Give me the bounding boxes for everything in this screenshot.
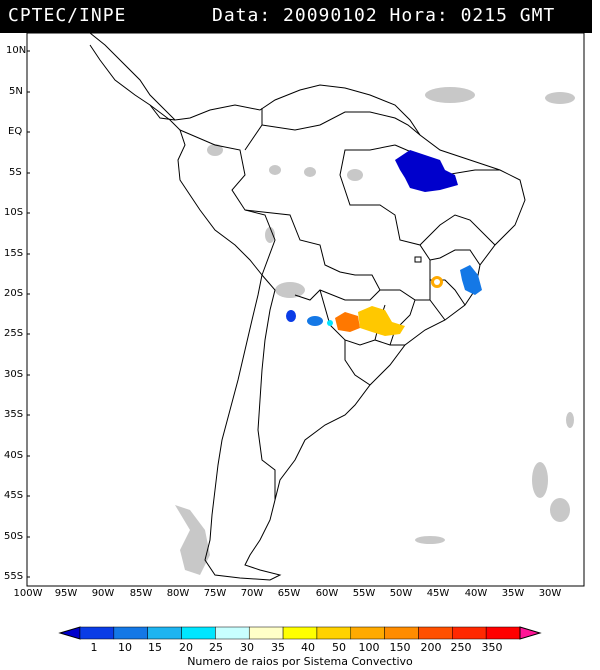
storm-paraguay-parana (358, 306, 405, 336)
lon-label: 55W (352, 588, 376, 599)
storm-argentina-north (286, 310, 296, 322)
lon-label: 95W (54, 588, 78, 599)
colorbar-segment (181, 626, 216, 640)
lon-label: 75W (203, 588, 227, 599)
colorbar-tick: 30 (240, 641, 254, 654)
colorbar-segment (316, 626, 352, 640)
storm-chaco (307, 316, 323, 326)
lon-label: 100W (13, 588, 43, 599)
colorbar-segment (418, 626, 453, 640)
lat-label: 40S (4, 450, 24, 461)
colorbar-tick: 200 (420, 641, 442, 654)
colorbar-segment (113, 626, 148, 640)
colorbar-title: Numero de raios por Sistema Convectivo (187, 655, 413, 668)
lat-label: EQ (8, 126, 23, 137)
colorbar-tick: 25 (209, 641, 223, 654)
header-bar: CPTEC/INPE Data: 20090102 Hora: 0215 GMT (0, 0, 592, 33)
colorbar-tick: 15 (148, 641, 162, 654)
lon-label: 65W (277, 588, 301, 599)
colorbar-tick: 1 (90, 641, 98, 654)
lat-label: 50S (4, 531, 24, 542)
colorbar-segment (350, 626, 385, 640)
lon-label: 45W (426, 588, 450, 599)
lon-label: 85W (129, 588, 153, 599)
header-datetime: Data: 20090102 Hora: 0215 GMT (212, 5, 556, 26)
lat-label: 15S (4, 248, 24, 259)
storm-cyan-cell (327, 320, 333, 326)
colorbar-segment (282, 626, 318, 640)
lat-label: 10N (6, 45, 27, 56)
lon-label: 90W (91, 588, 115, 599)
lon-label: 30W (538, 588, 562, 599)
lat-label: 5N (9, 86, 23, 97)
lat-label: 30S (4, 369, 24, 380)
lat-label: 55S (4, 571, 24, 582)
lon-label: 50W (389, 588, 413, 599)
lon-label: 70W (240, 588, 264, 599)
storm-north-brazil (395, 150, 458, 192)
storm-minas-ring (414, 256, 443, 288)
colorbar-arrow-left (58, 626, 81, 640)
map-frame (26, 32, 585, 587)
colorbar-segment (485, 626, 521, 640)
colorbar-tick: 150 (389, 641, 411, 654)
lat-label: 20S (4, 288, 24, 299)
lon-label: 40W (464, 588, 488, 599)
storm-east-brazil (460, 265, 482, 295)
lat-label: 45S (4, 490, 24, 501)
colorbar-arrow-right (519, 626, 542, 640)
lon-label: 35W (501, 588, 525, 599)
colorbar-segment (248, 626, 284, 640)
colorbar-tick: 20 (179, 641, 193, 654)
colorbar-segment (79, 626, 115, 640)
lat-label: 35S (4, 409, 24, 420)
lat-label: 25S (4, 328, 24, 339)
storm-paraguay-west (335, 312, 360, 332)
colorbar-tick: 100 (358, 641, 380, 654)
colorbar-tick: 350 (481, 641, 503, 654)
colorbar-segment (384, 626, 419, 640)
colorbar-segment (452, 626, 487, 640)
lat-label: 5S (9, 167, 22, 178)
lon-label: 80W (166, 588, 190, 599)
colorbar (58, 626, 542, 640)
colorbar-tick: 50 (332, 641, 346, 654)
lat-label: 10S (4, 207, 24, 218)
coastline (89, 32, 526, 581)
colorbar-segment (215, 626, 250, 640)
colorbar-tick: 40 (301, 641, 315, 654)
lon-label: 60W (315, 588, 339, 599)
colorbar-tick: 35 (271, 641, 285, 654)
colorbar-tick: 250 (450, 641, 472, 654)
colorbar-segment (147, 626, 182, 640)
header-org: CPTEC/INPE (8, 5, 127, 26)
colorbar-tick: 10 (118, 641, 132, 654)
tick-marks (27, 50, 30, 578)
cloud-cover (175, 87, 575, 575)
